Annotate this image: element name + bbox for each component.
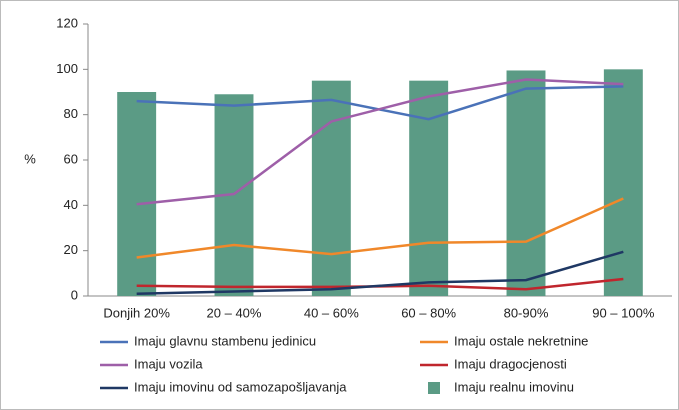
y-axis-label: % bbox=[24, 151, 36, 166]
x-tick-label: 80-90% bbox=[504, 305, 549, 320]
y-tick-label: 80 bbox=[64, 106, 78, 121]
x-tick-label: 40 – 60% bbox=[304, 305, 359, 320]
bar bbox=[506, 70, 546, 296]
legend-label: Imaju ostale nekretnine bbox=[454, 333, 588, 348]
y-tick-label: 60 bbox=[64, 151, 78, 166]
x-tick-label: 60 – 80% bbox=[401, 305, 456, 320]
legend-label: Imaju imovinu od samozapošljavanja bbox=[134, 379, 347, 394]
legend-label: Imaju dragocjenosti bbox=[454, 356, 567, 371]
line bbox=[136, 78, 624, 206]
bar bbox=[409, 80, 449, 297]
legend-label: Imaju glavnu stambenu jedinicu bbox=[134, 333, 316, 348]
y-tick-label: 20 bbox=[64, 242, 78, 257]
bar bbox=[311, 80, 351, 297]
y-tick-label: 100 bbox=[56, 61, 78, 76]
y-tick-label: 40 bbox=[64, 197, 78, 212]
bar bbox=[117, 92, 157, 296]
y-tick-label: 0 bbox=[71, 287, 78, 302]
x-tick-label: Donjih 20% bbox=[103, 305, 170, 320]
legend-label: Imaju realnu imovinu bbox=[454, 379, 574, 394]
x-tick-label: 20 – 40% bbox=[207, 305, 262, 320]
legend-swatch bbox=[428, 382, 440, 394]
bar bbox=[603, 69, 643, 296]
y-tick-label: 120 bbox=[56, 15, 78, 30]
line bbox=[136, 250, 624, 295]
x-tick-label: 90 – 100% bbox=[592, 305, 655, 320]
legend-label: Imaju vozila bbox=[134, 356, 203, 371]
line bbox=[136, 197, 624, 259]
